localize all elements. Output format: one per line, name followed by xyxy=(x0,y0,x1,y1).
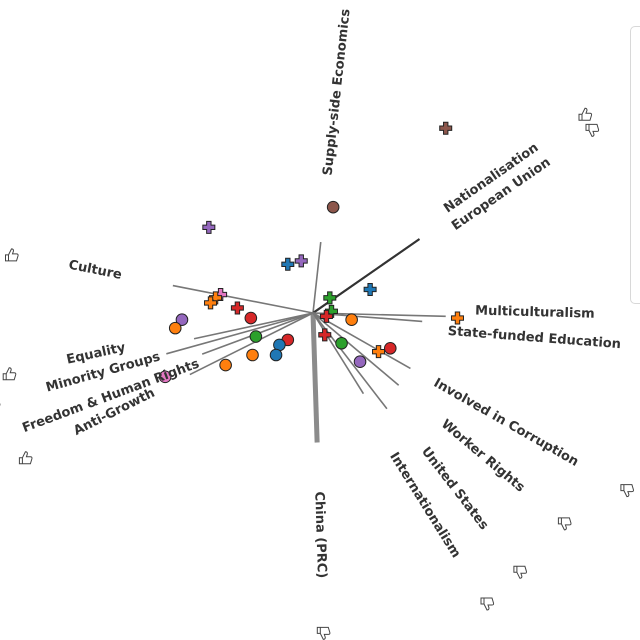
axis-lines-layer xyxy=(166,238,446,443)
legend-panel xyxy=(630,26,640,304)
point-plus-green xyxy=(323,291,337,305)
axis-line-8 xyxy=(312,312,365,395)
point-circle-orange xyxy=(168,321,182,335)
point-circle-pink xyxy=(158,370,172,384)
thumbs-down-icon xyxy=(557,517,572,531)
point-circle-red xyxy=(383,341,397,355)
axis-line-10 xyxy=(189,312,314,376)
axis-line-0 xyxy=(312,241,322,314)
point-circle-green xyxy=(335,336,348,350)
point-plus-red xyxy=(319,309,333,323)
axis-label-4: State-funded Education xyxy=(447,324,621,352)
point-plus-red xyxy=(230,301,244,315)
thumbs-up-icon xyxy=(2,367,17,381)
point-circle-green xyxy=(249,330,263,343)
data-points-layer xyxy=(158,121,464,384)
point-circle-purple xyxy=(353,355,367,369)
point-plus-orange xyxy=(204,296,218,310)
axis-line-6 xyxy=(312,312,400,386)
axis-label-8: Internationalism xyxy=(386,450,463,561)
point-plus-red xyxy=(318,328,332,342)
point-plus-blue xyxy=(281,257,295,271)
point-plus-purple xyxy=(294,254,308,268)
point-plus-orange xyxy=(372,345,386,359)
point-plus-green xyxy=(324,304,338,318)
axis-label-14: Culture xyxy=(67,258,123,283)
axis-line-5 xyxy=(312,312,411,370)
point-circle-orange xyxy=(219,358,232,372)
point-plus-orange xyxy=(450,311,464,325)
point-circle-red xyxy=(244,311,258,325)
axis-label-0: Supply-side Economics xyxy=(321,8,354,176)
thumbs-up-icon xyxy=(578,107,593,121)
point-circle-purple xyxy=(175,313,189,327)
axis-label-9: China (PRC) xyxy=(311,491,329,578)
thumbs-down-icon xyxy=(513,565,527,579)
axis-line-7 xyxy=(312,312,388,410)
point-circle-brown xyxy=(326,200,340,214)
point-plus-blue xyxy=(363,282,377,296)
axis-line-12 xyxy=(166,312,314,355)
thumbs-up-icon xyxy=(5,248,19,262)
point-plus-orange xyxy=(209,291,223,305)
axis-line-14 xyxy=(172,284,314,314)
thumbs-down-icon xyxy=(620,484,634,498)
thumbs-down-icon xyxy=(316,626,331,640)
point-plus-purple xyxy=(202,220,216,234)
point-plus-brown xyxy=(439,121,453,135)
point-circle-blue xyxy=(269,348,283,362)
point-circle-orange xyxy=(246,348,259,362)
thumbs-down-icon xyxy=(480,597,495,611)
axis-label-3: Multiculturalism xyxy=(475,304,595,322)
thumbs-up-icon xyxy=(18,451,33,465)
thumbs-down-icon xyxy=(585,123,600,137)
axis-line-13 xyxy=(193,312,314,340)
point-circle-orange xyxy=(345,313,358,327)
axis-line-9 xyxy=(310,312,320,443)
